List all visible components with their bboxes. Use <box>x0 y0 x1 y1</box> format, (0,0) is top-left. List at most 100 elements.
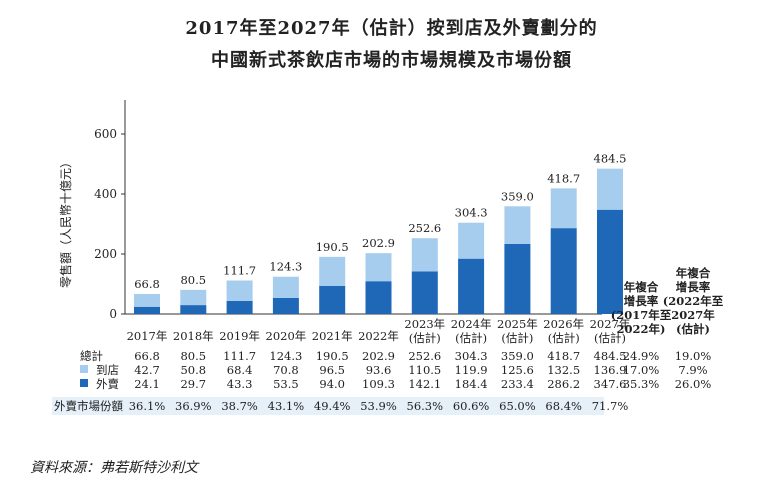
bar-delivery <box>272 297 299 314</box>
table-cell-total: 418.7 <box>547 349 580 363</box>
y-tick-label: 0 <box>109 307 117 321</box>
cagr-value: 35.3% <box>623 377 660 391</box>
bar-instore <box>134 293 160 307</box>
bar-total-label: 190.5 <box>316 240 349 254</box>
x-tick-label: 2023年 <box>404 317 445 331</box>
bar-total-label: 124.3 <box>269 260 302 274</box>
table-cell-total: 80.5 <box>180 349 206 363</box>
bar-total-label: 304.3 <box>455 206 488 220</box>
cagr-header-line: (2022年至 <box>663 294 724 308</box>
bar-instore <box>458 222 485 259</box>
table-cell-share: 43.1% <box>268 399 305 413</box>
table-cell-share: 49.4% <box>314 399 351 413</box>
x-tick-label-sub: (估計) <box>594 331 626 345</box>
cagr-header-line: (2017年至 <box>611 308 672 322</box>
table-cell-total: 252.6 <box>408 349 441 363</box>
table-cell-instore: 125.6 <box>501 363 534 377</box>
source-note: 資料來源：弗若斯特沙利文 <box>30 460 198 476</box>
cagr-value: 26.0% <box>675 377 712 391</box>
table-cell-share: 65.0% <box>499 399 536 413</box>
bar-total-label: 252.6 <box>408 221 441 235</box>
share-row-background <box>52 397 604 415</box>
cagr-header-line: 年複合 <box>676 266 711 280</box>
table-cell-total: 66.8 <box>134 349 160 363</box>
bar-total-label: 202.9 <box>362 236 395 250</box>
legend-swatch-delivery <box>80 379 88 387</box>
bar-total-label: 111.7 <box>223 263 256 277</box>
row-label-total: 總計 <box>80 349 103 363</box>
x-tick-label: 2018年 <box>173 329 214 343</box>
table-cell-instore: 50.8 <box>180 363 206 377</box>
table-cell-delivery: 43.3 <box>227 377 253 391</box>
cagr-header-line: 增長率 <box>624 294 659 308</box>
bar-instore <box>550 188 577 229</box>
x-tick-label-sub: (估計) <box>455 331 487 345</box>
table-cell-total: 124.3 <box>269 349 302 363</box>
legend-swatch-instore <box>80 365 88 373</box>
cagr-value: 19.0% <box>675 349 712 363</box>
bar-instore <box>411 238 438 272</box>
table-cell-instore: 68.4 <box>227 363 253 377</box>
cagr-header-line: 年複合 <box>624 280 659 294</box>
x-tick-label: 2026年 <box>543 317 584 331</box>
cagr-value: 24.9% <box>623 349 660 363</box>
table-cell-delivery: 142.1 <box>408 377 441 391</box>
x-tick-label: 2021年 <box>312 329 353 343</box>
bar-total-label: 418.7 <box>547 171 580 185</box>
table-cell-share: 53.9% <box>360 399 397 413</box>
bar-total-label: 66.8 <box>134 277 160 291</box>
bar-delivery <box>319 285 346 314</box>
table-cell-instore: 93.6 <box>366 363 392 377</box>
table-cell-delivery: 24.1 <box>134 377 160 391</box>
table-cell-delivery: 109.3 <box>362 377 395 391</box>
cagr-value: 17.0% <box>623 363 660 377</box>
row-label-share: 外賣市場份額 <box>54 399 123 413</box>
table-cell-delivery: 347.6 <box>594 377 627 391</box>
bar-total-label: 80.5 <box>180 273 206 287</box>
row-label-instore: 到店 <box>96 363 119 377</box>
table-cell-delivery: 53.5 <box>273 377 299 391</box>
bar-instore <box>504 206 531 244</box>
table-cell-share: 38.7% <box>221 399 258 413</box>
cagr-header-line: (估計) <box>676 322 710 336</box>
table-cell-share: 36.9% <box>175 399 212 413</box>
y-tick-label: 400 <box>94 187 117 201</box>
table-cell-share: 60.6% <box>453 399 490 413</box>
y-axis-label: 零售額（人民幣十億元） <box>58 156 73 288</box>
table-cell-instore: 110.5 <box>408 363 441 377</box>
table-cell-instore: 136.9 <box>594 363 627 377</box>
y-tick-label: 200 <box>94 247 117 261</box>
bar-delivery <box>504 243 531 314</box>
x-tick-label: 2019年 <box>219 329 260 343</box>
bar-total-label: 359.0 <box>501 189 534 203</box>
x-tick-label: 2020年 <box>266 329 307 343</box>
table-cell-total: 359.0 <box>501 349 534 363</box>
table-cell-total: 304.3 <box>455 349 488 363</box>
bar-instore <box>365 253 392 282</box>
table-cell-share: 68.4% <box>545 399 582 413</box>
bar-delivery <box>550 228 577 314</box>
bar-delivery <box>458 258 485 314</box>
bar-delivery <box>134 306 160 314</box>
cagr-value: 7.9% <box>678 363 707 377</box>
x-tick-label: 2025年 <box>497 317 538 331</box>
table-cell-total: 202.9 <box>362 349 395 363</box>
table-cell-delivery: 286.2 <box>547 377 580 391</box>
chart-title-line1: 2017年至2027年（估計）按到店及外賣劃分的 <box>185 18 598 39</box>
table-cell-total: 111.7 <box>223 349 256 363</box>
x-tick-label-sub: (估計) <box>409 331 441 345</box>
bar-delivery <box>411 271 438 314</box>
bar-instore <box>180 289 207 306</box>
bar-instore <box>319 256 346 286</box>
table-cell-instore: 70.8 <box>273 363 299 377</box>
table-cell-instore: 132.5 <box>547 363 580 377</box>
bar-delivery <box>180 305 207 314</box>
row-label-delivery: 外賣 <box>96 377 119 391</box>
table-cell-share: 36.1% <box>129 399 166 413</box>
table-cell-delivery: 29.7 <box>180 377 206 391</box>
bar-delivery <box>226 301 253 314</box>
cagr-header-line: 2027年 <box>671 308 715 322</box>
table-cell-delivery: 233.4 <box>501 377 534 391</box>
bar-delivery <box>365 281 392 314</box>
